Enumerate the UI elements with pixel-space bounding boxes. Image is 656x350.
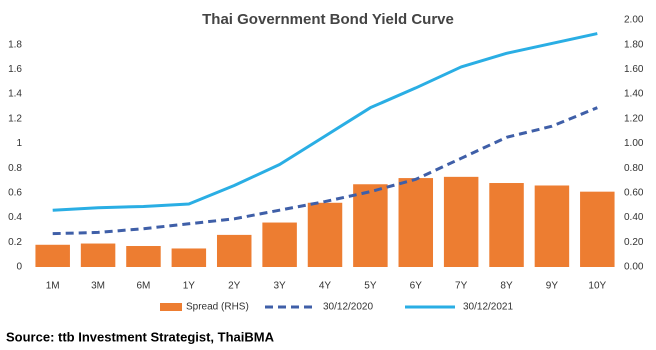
bar (216, 234, 252, 267)
source-note: Source: ttb Investment Strategist, ThaiB… (6, 329, 275, 344)
bar (489, 183, 524, 267)
y2-tick-label: 0.40 (624, 212, 644, 223)
bar (80, 243, 116, 267)
y-tick-label: 1.6 (8, 64, 22, 75)
x-tick-label: 6M (137, 281, 151, 292)
y2-tick-label: 0.80 (624, 163, 644, 174)
y-tick-label: 0 (16, 262, 22, 273)
line (52, 106, 598, 236)
bar (443, 176, 479, 267)
bar (307, 202, 343, 267)
y2-tick-label: 0.20 (624, 237, 644, 248)
x-tick-label: 6Y (410, 281, 423, 292)
y-tick-label: 0.6 (8, 188, 22, 199)
bar (35, 244, 70, 267)
y2-tick-label: 1.60 (624, 64, 644, 75)
bar (171, 248, 207, 267)
x-tick-label: 1M (46, 281, 60, 292)
y-tick-label: 1 (16, 138, 22, 149)
y2-tick-label: 0.60 (624, 188, 644, 199)
y2-tick-label: 2.00 (624, 15, 644, 26)
y2-tick-label: 1.80 (624, 39, 644, 50)
y-tick-label: 1.4 (8, 89, 22, 100)
x-tick-label: 1Y (183, 281, 196, 292)
bar (534, 185, 570, 267)
y2-tick-label: 1.40 (624, 89, 644, 100)
y-tick-label: 1.8 (8, 39, 22, 50)
legend-swatch (160, 303, 182, 311)
bar (353, 184, 388, 267)
x-tick-label: 9Y (546, 281, 559, 292)
y2-tick-label: 1.00 (624, 138, 644, 149)
legend-label: 30/12/2021 (463, 302, 513, 313)
y2-tick-label: 0.00 (624, 262, 644, 273)
line (52, 32, 598, 212)
y-tick-label: 0.8 (8, 163, 22, 174)
y-tick-label: 0.2 (8, 237, 22, 248)
x-tick-label: 5Y (364, 281, 377, 292)
y-tick-label: 0.4 (8, 212, 22, 223)
bar (126, 246, 161, 267)
bar (580, 191, 615, 267)
legend-label: Spread (RHS) (186, 302, 249, 313)
y2-tick-label: 1.20 (624, 113, 644, 124)
chart-title: Thai Government Bond Yield Curve (202, 11, 454, 28)
bar (262, 222, 297, 267)
y-tick-label: 1.2 (8, 113, 22, 124)
bar (398, 178, 434, 267)
x-tick-label: 3Y (273, 281, 286, 292)
x-tick-label: 3M (91, 281, 105, 292)
x-tick-label: 2Y (228, 281, 241, 292)
x-tick-label: 10Y (588, 281, 606, 292)
x-tick-label: 8Y (500, 281, 513, 292)
legend-label: 30/12/2020 (323, 302, 373, 313)
x-tick-label: 7Y (455, 281, 468, 292)
x-tick-label: 4Y (319, 281, 332, 292)
